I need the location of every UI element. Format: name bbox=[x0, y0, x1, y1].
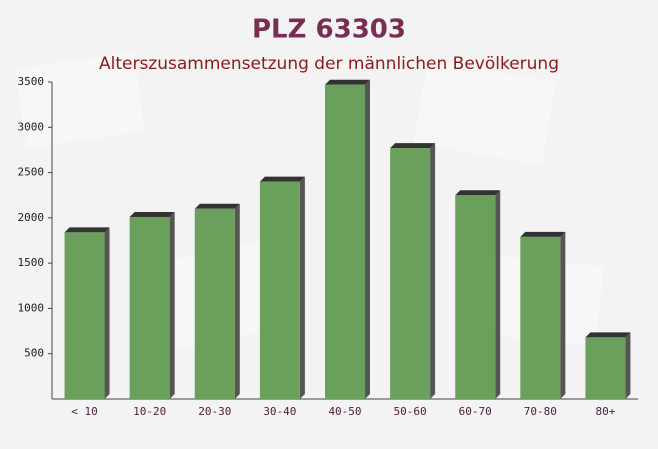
bar-side bbox=[430, 143, 436, 399]
chart-subtitle: Alterszusammensetzung der männlichen Bev… bbox=[99, 54, 559, 74]
bar-top bbox=[325, 79, 370, 85]
x-tick-label: 60-70 bbox=[459, 405, 492, 418]
x-tick-label: < 10 bbox=[71, 405, 98, 418]
bar bbox=[325, 84, 365, 400]
bar-top bbox=[64, 227, 110, 233]
bar-side bbox=[365, 79, 370, 400]
bar-top bbox=[520, 231, 566, 237]
bar-side bbox=[560, 231, 566, 399]
x-tick-label: 50-60 bbox=[394, 405, 427, 418]
y-tick-label: 1500 bbox=[18, 256, 45, 269]
y-tick-label: 3000 bbox=[18, 120, 45, 133]
y-tick-label: 2000 bbox=[18, 211, 45, 224]
bar bbox=[585, 337, 626, 399]
bar-top bbox=[390, 143, 436, 149]
y-tick-label: 1000 bbox=[18, 301, 45, 314]
bar bbox=[520, 236, 561, 399]
bar bbox=[390, 148, 431, 399]
x-tick-label: 70-80 bbox=[524, 405, 557, 418]
bar-side bbox=[104, 227, 110, 399]
bar-side bbox=[299, 176, 305, 399]
x-tick-label: 80+ bbox=[596, 405, 616, 418]
bar bbox=[129, 216, 170, 399]
bar-top bbox=[259, 176, 305, 182]
x-tick-label: 40-50 bbox=[328, 405, 361, 418]
bar bbox=[259, 181, 300, 399]
bar-top bbox=[455, 190, 501, 196]
chart-title: PLZ 63303 bbox=[252, 15, 406, 45]
bar-top bbox=[194, 203, 240, 209]
bar-side bbox=[234, 203, 240, 399]
y-tick-label: 2500 bbox=[18, 166, 45, 179]
bar-top bbox=[585, 332, 631, 338]
x-tick-label: 10-20 bbox=[133, 405, 166, 418]
bar bbox=[194, 208, 235, 399]
x-tick-label: 30-40 bbox=[263, 405, 296, 418]
x-tick-label: 20-30 bbox=[198, 405, 231, 418]
bar-side bbox=[495, 190, 501, 399]
y-tick-label: 500 bbox=[24, 347, 44, 360]
bar-side bbox=[169, 211, 175, 399]
bar bbox=[455, 195, 496, 399]
y-tick-label: 3500 bbox=[18, 75, 45, 88]
bar-top bbox=[129, 211, 175, 217]
bar bbox=[64, 232, 105, 399]
bar-side bbox=[625, 332, 631, 399]
